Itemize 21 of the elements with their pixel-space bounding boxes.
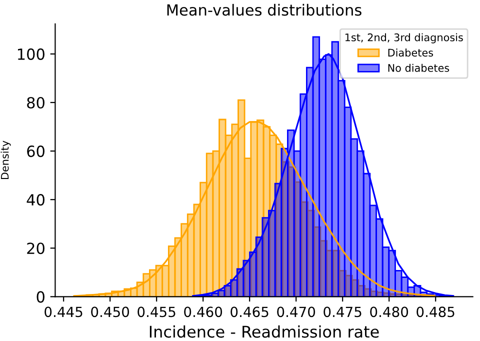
y-tick-label: 40 xyxy=(26,194,44,206)
legend-label: No diabetes xyxy=(388,64,450,72)
y-tick-label: 60 xyxy=(27,146,44,158)
x-tick-label: 0.485 xyxy=(416,306,454,318)
chart-title: Mean-values distributions xyxy=(167,4,362,16)
y-tick-label: 20 xyxy=(27,242,44,254)
y-tick-label: 80 xyxy=(27,96,44,109)
x-tick-label: 0.475 xyxy=(324,306,362,318)
x-tick-label: 0.455 xyxy=(138,306,176,318)
y-tick-label: 100 xyxy=(18,48,44,60)
legend-title: 1st, 2nd, 3rd diagnosis xyxy=(345,33,463,44)
y-tick-label: 0 xyxy=(36,291,44,303)
x-tick-label: 0.450 xyxy=(91,306,130,318)
x-tick-label: 0.460 xyxy=(184,306,222,318)
x-tick-label: 0.470 xyxy=(277,306,316,318)
y-axis-title: Density xyxy=(0,140,11,180)
x-tick-label: 0.480 xyxy=(370,306,408,318)
x-tick-label: 0.445 xyxy=(44,306,82,318)
x-axis-title: Incidence - Readmission rate xyxy=(150,325,379,338)
x-tick-label: 0.465 xyxy=(230,306,268,318)
legend-label: Diabetes xyxy=(388,48,434,57)
